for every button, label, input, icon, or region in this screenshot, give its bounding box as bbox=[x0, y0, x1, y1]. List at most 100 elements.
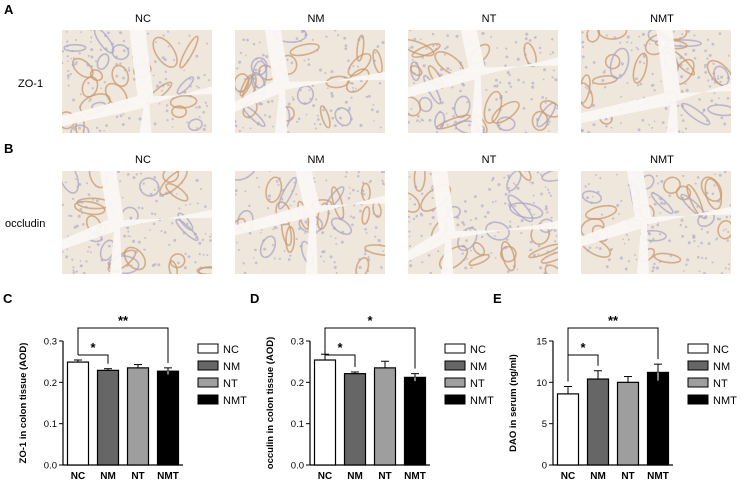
micrograph-occludin-nt bbox=[408, 171, 558, 274]
significance-bracket bbox=[77, 327, 169, 363]
legend-label: NT bbox=[223, 378, 238, 390]
panel-b-row-label: occludin bbox=[5, 218, 46, 230]
significance-label: ** bbox=[118, 313, 129, 328]
x-tick-label: NMT bbox=[404, 471, 426, 482]
bar bbox=[343, 373, 367, 466]
micrograph-zo1-nmt bbox=[581, 30, 731, 133]
y-tick-label: 0.3 bbox=[44, 337, 57, 348]
legend-swatch bbox=[197, 360, 219, 371]
significance-label: * bbox=[90, 340, 96, 355]
chart-e: E DAO in serum (ng/ml) 0 5 10 15 NC NM NT NMT * ** N… bbox=[490, 288, 738, 488]
y-tick-label: 0.1 bbox=[44, 419, 57, 430]
bar bbox=[156, 370, 180, 466]
micrograph-occludin-nm bbox=[235, 171, 385, 274]
legend-label: NMT bbox=[713, 395, 737, 407]
panel-b-column-nt: NT bbox=[481, 154, 497, 166]
chart-letter: E bbox=[493, 291, 502, 306]
micrograph-zo1-nt bbox=[408, 30, 558, 133]
panel-b-column-nm: NM bbox=[307, 154, 325, 166]
bar bbox=[313, 359, 337, 466]
significance-label: * bbox=[337, 340, 343, 355]
legend-label: NMT bbox=[223, 395, 247, 407]
legend-label: NC bbox=[713, 344, 729, 356]
panel-a-column-nt: NT bbox=[481, 13, 497, 25]
legend-swatch bbox=[444, 360, 466, 371]
legend-swatch bbox=[197, 343, 219, 354]
x-tick-label: NMT bbox=[157, 471, 179, 482]
x-tick-label: NMT bbox=[647, 471, 669, 482]
y-axis-label: DAO in serum (ng/ml) bbox=[508, 354, 519, 452]
bar bbox=[403, 376, 427, 466]
micrograph-occludin-nc bbox=[62, 171, 212, 274]
legend-label: NT bbox=[470, 378, 485, 390]
legend-label: NMT bbox=[470, 395, 494, 407]
legend-swatch bbox=[687, 377, 709, 388]
legend-swatch bbox=[197, 377, 219, 388]
y-tick-label: 0.2 bbox=[291, 378, 304, 389]
x-tick-label: NT bbox=[621, 471, 634, 482]
panel-b-column-nmt: NMT bbox=[650, 154, 674, 166]
bar bbox=[616, 381, 640, 466]
legend-label: NC bbox=[470, 344, 486, 356]
legend-label: NT bbox=[713, 378, 728, 390]
bar bbox=[586, 378, 610, 466]
significance-label: ** bbox=[608, 313, 619, 328]
y-tick-label: 0.0 bbox=[44, 461, 57, 472]
y-tick-label: 10 bbox=[536, 378, 547, 389]
x-tick-label: NM bbox=[100, 471, 116, 482]
legend-swatch bbox=[444, 343, 466, 354]
panel-a-row-label: ZO-1 bbox=[18, 78, 44, 90]
significance-bracket bbox=[324, 327, 416, 369]
bar bbox=[556, 393, 580, 466]
bar bbox=[373, 367, 397, 466]
legend-swatch bbox=[444, 377, 466, 388]
x-tick-label: NC bbox=[561, 471, 575, 482]
chart-c: C ZO-1 in colon tissue (AOD) 0.0 0.1 0.2 0.3 N… bbox=[0, 288, 248, 488]
y-tick-label: 0 bbox=[542, 461, 547, 472]
y-tick-label: 5 bbox=[542, 419, 547, 430]
y-axis-label: occulin in colon tissue (AOD) bbox=[265, 337, 276, 469]
panel-a-column-nc: NC bbox=[135, 13, 151, 25]
bar bbox=[126, 367, 150, 466]
micrograph-zo1-nm bbox=[235, 30, 385, 133]
significance-label: * bbox=[367, 313, 373, 328]
legend-swatch bbox=[687, 343, 709, 354]
y-tick-label: 0.2 bbox=[44, 378, 57, 389]
y-tick-label: 0.3 bbox=[291, 337, 304, 348]
legend-label: NC bbox=[223, 344, 239, 356]
legend-swatch bbox=[444, 394, 466, 405]
panel-a-column-nmt: NMT bbox=[650, 13, 674, 25]
micrograph-zo1-nc bbox=[62, 30, 212, 133]
legend-label: NM bbox=[470, 361, 487, 373]
legend-label: NM bbox=[713, 361, 730, 373]
y-tick-label: 0.1 bbox=[291, 419, 304, 430]
legend-swatch bbox=[687, 360, 709, 371]
x-tick-label: NM bbox=[590, 471, 606, 482]
chart-letter: D bbox=[250, 291, 259, 306]
bar bbox=[66, 361, 90, 466]
bar bbox=[646, 371, 670, 466]
y-axis-label: ZO-1 in colon tissue (AOD) bbox=[18, 343, 29, 464]
y-tick-label: 15 bbox=[536, 337, 547, 348]
panel-a-column-nm: NM bbox=[307, 13, 325, 25]
y-tick-label: 0.0 bbox=[291, 461, 304, 472]
significance-label: * bbox=[580, 340, 586, 355]
panel-b-letter: B bbox=[4, 141, 14, 156]
significance-bracket bbox=[567, 354, 599, 382]
legend-swatch bbox=[197, 394, 219, 405]
micrograph-occludin-nmt bbox=[581, 171, 731, 274]
x-tick-label: NC bbox=[71, 471, 85, 482]
x-tick-label: NC bbox=[318, 471, 332, 482]
panel-b-column-nc: NC bbox=[135, 154, 151, 166]
bar bbox=[96, 369, 120, 466]
x-tick-label: NM bbox=[347, 471, 363, 482]
significance-bracket bbox=[567, 327, 659, 382]
legend-swatch bbox=[687, 394, 709, 405]
x-tick-label: NT bbox=[131, 471, 144, 482]
significance-bracket bbox=[324, 349, 356, 367]
chart-letter: C bbox=[3, 291, 13, 306]
legend-label: NM bbox=[223, 361, 240, 373]
x-tick-label: NT bbox=[378, 471, 391, 482]
panel-a-letter: A bbox=[4, 2, 14, 17]
